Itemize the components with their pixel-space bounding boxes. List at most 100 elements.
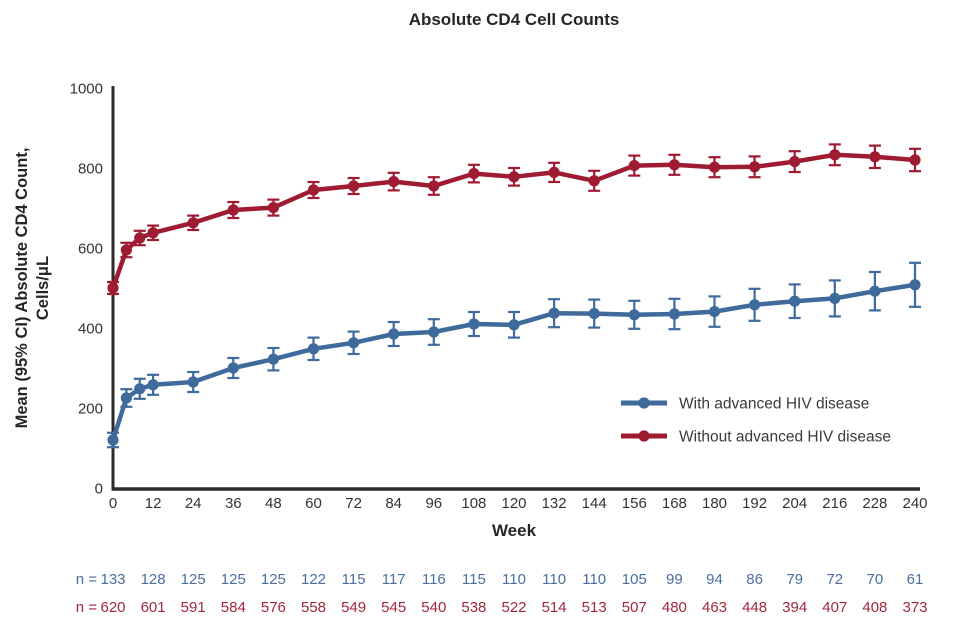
y-tick-label: 600 bbox=[78, 241, 103, 258]
x-tick-label: 36 bbox=[225, 495, 242, 512]
data-point-marker bbox=[348, 180, 360, 192]
n-value: 128 bbox=[140, 571, 166, 588]
n-value: 125 bbox=[180, 571, 206, 588]
legend-marker bbox=[638, 430, 650, 442]
n-value: 620 bbox=[100, 599, 126, 616]
x-tick-label: 60 bbox=[305, 495, 322, 512]
n-equals-label: n = bbox=[75, 599, 97, 616]
x-tick-label: 48 bbox=[265, 495, 282, 512]
n-value: 448 bbox=[742, 599, 768, 616]
n-value: 133 bbox=[100, 571, 126, 588]
data-point-marker bbox=[708, 306, 721, 318]
n-value: 591 bbox=[180, 599, 206, 616]
n-value: 514 bbox=[541, 599, 567, 616]
data-point-marker bbox=[829, 149, 841, 161]
series-markers bbox=[107, 149, 921, 294]
n-value: 110 bbox=[502, 571, 526, 588]
legend-marker bbox=[638, 397, 650, 409]
y-tick-label: 200 bbox=[78, 401, 103, 418]
n-value: 125 bbox=[260, 571, 286, 588]
n-value: 584 bbox=[220, 599, 246, 616]
data-point-marker bbox=[909, 154, 921, 166]
data-point-marker bbox=[428, 326, 440, 338]
n-value: 94 bbox=[706, 571, 723, 588]
n-value: 545 bbox=[381, 599, 407, 616]
x-tick-label: 192 bbox=[742, 495, 767, 512]
x-tick-label: 132 bbox=[542, 495, 567, 512]
n-value: 117 bbox=[381, 571, 406, 588]
x-tick-label: 84 bbox=[385, 495, 402, 512]
data-point-marker bbox=[628, 160, 640, 172]
data-point-marker bbox=[120, 392, 132, 404]
series-with-advanced bbox=[107, 261, 921, 449]
x-tick-label: 0 bbox=[109, 495, 117, 512]
n-value: 125 bbox=[220, 571, 246, 588]
n-value: 549 bbox=[341, 599, 367, 616]
data-point-marker bbox=[348, 337, 360, 349]
x-tick-label: 204 bbox=[782, 495, 807, 512]
data-point-marker bbox=[789, 295, 801, 307]
n-value: 79 bbox=[786, 571, 804, 588]
n-value: 480 bbox=[661, 599, 687, 616]
x-tick-label: 108 bbox=[461, 495, 486, 512]
data-point-marker bbox=[548, 166, 560, 178]
data-point-marker bbox=[107, 282, 119, 294]
n-value: 540 bbox=[421, 599, 447, 616]
data-point-marker bbox=[388, 328, 400, 340]
legend: With advanced HIV disease Without advance… bbox=[621, 396, 891, 446]
y-tick-label: 400 bbox=[78, 321, 103, 338]
data-point-marker bbox=[227, 362, 239, 374]
n-value: 576 bbox=[260, 599, 286, 616]
x-tick-label: 156 bbox=[622, 495, 647, 512]
n-value: 463 bbox=[701, 599, 728, 616]
data-point-marker bbox=[307, 343, 320, 355]
data-point-marker bbox=[468, 168, 480, 180]
n-value: 70 bbox=[866, 571, 884, 588]
data-point-marker bbox=[708, 161, 721, 173]
y-tick-label: 1000 bbox=[70, 81, 103, 98]
data-point-marker bbox=[628, 309, 640, 321]
x-axis-title: Week bbox=[491, 521, 537, 540]
data-point-marker bbox=[468, 318, 480, 330]
n-value: 407 bbox=[822, 599, 848, 616]
x-tick-label: 168 bbox=[662, 495, 687, 512]
data-point-marker bbox=[120, 244, 132, 256]
data-point-marker bbox=[548, 307, 560, 319]
data-point-marker bbox=[588, 308, 600, 320]
data-point-marker bbox=[267, 202, 279, 214]
x-tick-label: 216 bbox=[822, 495, 847, 512]
y-tick-label: 800 bbox=[78, 161, 103, 178]
data-point-marker bbox=[508, 319, 520, 331]
n-value: 408 bbox=[862, 599, 888, 616]
n-value: 61 bbox=[906, 571, 924, 588]
n-value: 558 bbox=[300, 599, 327, 616]
data-point-marker bbox=[134, 383, 146, 395]
x-tick-label: 12 bbox=[145, 495, 162, 512]
x-tick-label: 96 bbox=[425, 495, 442, 512]
n-value: 522 bbox=[501, 599, 527, 616]
data-point-marker bbox=[869, 151, 881, 163]
n-value: 110 bbox=[582, 571, 607, 588]
n-value: 601 bbox=[140, 599, 166, 616]
data-point-marker bbox=[749, 299, 761, 311]
n-value: 86 bbox=[746, 571, 763, 588]
n-value: 513 bbox=[581, 599, 607, 616]
data-point-marker bbox=[668, 308, 681, 320]
data-point-marker bbox=[388, 176, 400, 188]
data-point-marker bbox=[307, 184, 320, 196]
x-tick-labels: 0 12 24 36 48 60 72 84 96 108 120 132 144 156 168 180 19… bbox=[109, 495, 928, 512]
x-tick-label: 144 bbox=[582, 495, 607, 512]
n-value: 373 bbox=[902, 599, 928, 616]
n-value: 115 bbox=[461, 571, 486, 588]
x-tick-label: 180 bbox=[702, 495, 727, 512]
data-point-marker bbox=[749, 161, 761, 173]
data-point-marker bbox=[588, 175, 600, 187]
n-value: 538 bbox=[461, 599, 487, 616]
data-point-marker bbox=[134, 232, 146, 244]
n-value: 72 bbox=[826, 571, 844, 588]
y-tick-labels: 0 200 400 600 800 1000 bbox=[70, 81, 103, 498]
data-point-marker bbox=[829, 292, 841, 304]
series-markers bbox=[107, 279, 921, 446]
